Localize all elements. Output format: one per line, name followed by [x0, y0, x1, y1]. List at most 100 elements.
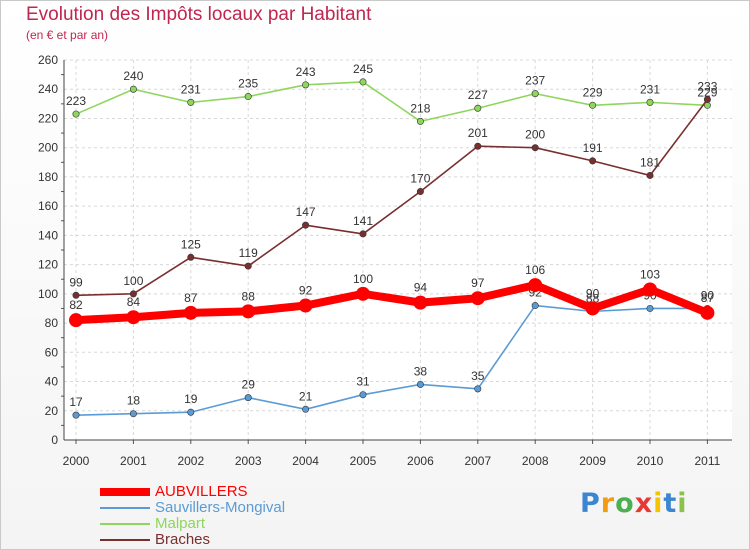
series-line	[75, 81, 709, 123]
x-tick-label: 2005	[350, 454, 377, 468]
x-tick-label: 2008	[522, 454, 549, 468]
data-point	[72, 110, 80, 118]
data-point	[244, 262, 252, 270]
data-label: 88	[242, 289, 256, 303]
data-point	[703, 95, 711, 103]
data-point	[589, 157, 597, 165]
data-label: 18	[127, 394, 141, 408]
data-point	[302, 405, 310, 413]
data-label: 119	[239, 246, 258, 260]
data-label: 245	[353, 62, 373, 76]
y-tick-label: 0	[51, 433, 58, 447]
y-tick-label: 240	[38, 82, 58, 96]
data-point	[643, 282, 657, 297]
x-tick-label: 2009	[579, 454, 606, 468]
data-point	[474, 104, 482, 112]
y-tick-label: 140	[38, 228, 58, 242]
data-label: 21	[299, 389, 313, 403]
plot-area	[64, 60, 732, 440]
data-point	[72, 411, 80, 419]
legend-label: Sauvillers-Mongival	[155, 499, 286, 516]
y-tick-label: 180	[38, 170, 58, 184]
y-tick-label: 260	[38, 53, 58, 67]
data-label: 87	[184, 291, 198, 305]
y-tick-label: 20	[45, 404, 59, 418]
data-label: 141	[353, 214, 373, 228]
data-label: 84	[127, 295, 141, 309]
y-tick-label: 220	[38, 111, 58, 125]
data-label: 229	[697, 85, 717, 99]
data-point	[302, 221, 310, 229]
data-label: 82	[69, 298, 83, 312]
x-tick-label: 2006	[407, 454, 434, 468]
data-label: 19	[184, 392, 198, 406]
y-tick-label: 160	[38, 199, 58, 213]
data-label: 94	[414, 281, 428, 295]
data-point	[187, 253, 195, 261]
data-label: 88	[586, 291, 600, 305]
data-label: 235	[238, 77, 258, 91]
data-label: 147	[296, 205, 316, 219]
y-tick-label: 200	[38, 141, 58, 155]
data-point	[416, 380, 424, 388]
data-label: 87	[701, 291, 715, 305]
data-point	[244, 93, 252, 101]
data-point	[298, 298, 313, 313]
data-point	[416, 188, 424, 196]
logo-letter: i	[677, 488, 688, 519]
data-label: 223	[66, 94, 86, 108]
x-tick-label: 2002	[177, 454, 204, 468]
data-label: 233	[697, 79, 717, 93]
data-label: 38	[414, 364, 428, 378]
legend-label: Malpart	[155, 515, 206, 532]
logo-letter: P	[580, 488, 601, 519]
data-label: 231	[640, 82, 660, 96]
legend-swatch	[100, 539, 150, 541]
data-point	[187, 98, 195, 106]
data-point	[531, 90, 539, 98]
series-line	[72, 281, 712, 325]
data-point	[589, 101, 597, 109]
data-point	[126, 310, 141, 325]
data-label: 125	[181, 237, 201, 251]
logo-letter: x	[634, 488, 654, 519]
data-label: 100	[123, 274, 143, 288]
data-label: 218	[410, 101, 430, 115]
data-point	[646, 304, 654, 312]
data-label: 106	[525, 263, 545, 277]
data-point	[531, 144, 539, 152]
data-point	[129, 290, 137, 298]
data-label: 90	[586, 286, 600, 300]
data-label: 243	[296, 65, 316, 79]
x-tick-label: 2010	[637, 454, 664, 468]
data-label: 227	[468, 88, 488, 102]
data-point	[416, 117, 424, 125]
data-point	[474, 142, 482, 150]
legend-swatch	[100, 488, 150, 496]
data-label: 97	[471, 276, 485, 290]
data-point	[585, 301, 600, 316]
chart-subtitle: (en € et par an)	[26, 28, 109, 42]
logo-letter: i	[653, 488, 664, 519]
data-label: 90	[701, 288, 715, 302]
data-label: 231	[181, 82, 201, 96]
data-label: 17	[69, 395, 83, 409]
data-label: 103	[640, 267, 660, 281]
data-point	[531, 302, 539, 310]
data-label: 29	[242, 378, 256, 392]
data-point	[241, 304, 256, 319]
data-label: 31	[356, 375, 370, 389]
data-label: 240	[123, 69, 143, 83]
series-line	[75, 98, 709, 297]
data-point	[359, 230, 367, 238]
y-tick-label: 100	[38, 287, 58, 301]
data-label: 191	[583, 141, 603, 155]
data-point	[474, 385, 482, 393]
data-point	[187, 408, 195, 416]
data-point	[646, 98, 654, 106]
logo-letter: r	[600, 488, 616, 519]
data-point	[129, 85, 137, 93]
data-label: 237	[525, 74, 545, 88]
proxiti-logo: Proxiti	[580, 488, 688, 519]
